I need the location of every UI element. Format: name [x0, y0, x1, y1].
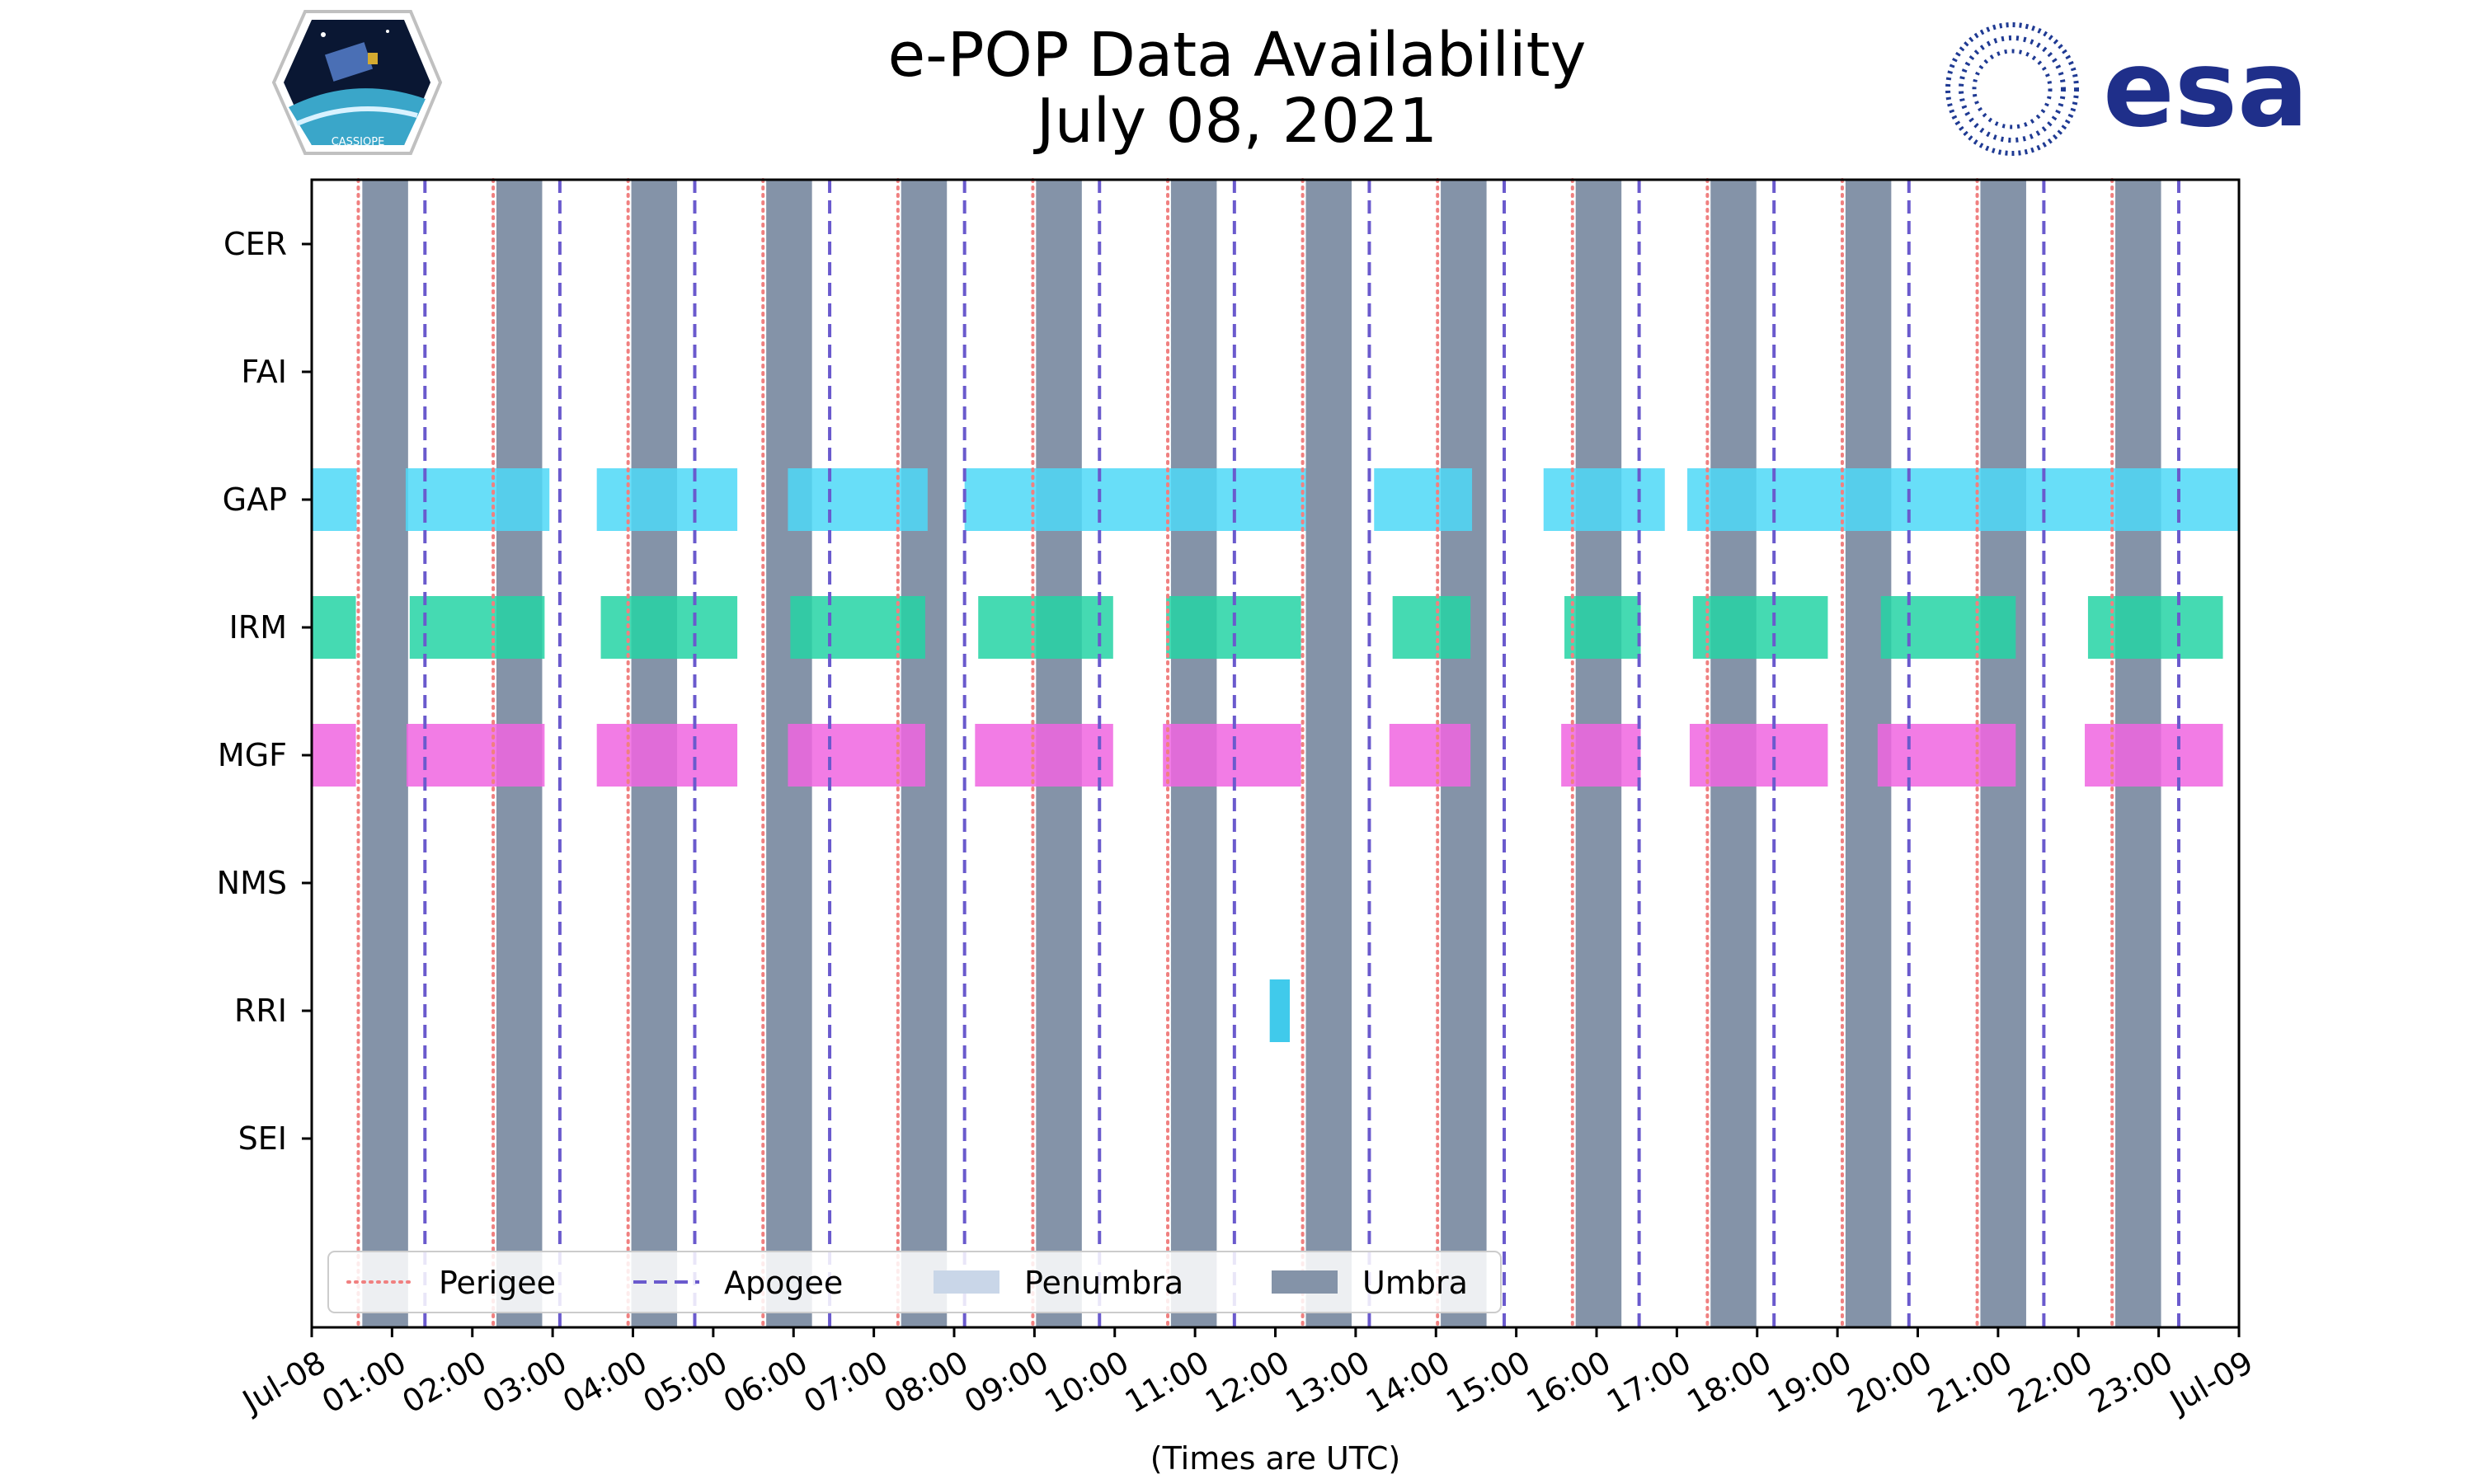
instrument-bars: [312, 468, 2239, 1042]
availability-bar-irm: [1564, 596, 1641, 659]
legend-swatch-umbra: [1272, 1270, 1338, 1294]
x-tick-label: 09:00: [958, 1344, 1055, 1421]
availability-bar-rri: [1269, 979, 1291, 1042]
x-tick-label: 04:00: [557, 1344, 653, 1421]
availability-bar-mgf: [975, 724, 1113, 787]
legend-swatch-penumbra: [934, 1270, 999, 1294]
availability-bar-irm: [600, 596, 738, 659]
x-tick-label: 22:00: [2002, 1344, 2099, 1421]
y-tick-label: NMS: [217, 865, 287, 901]
availability-bar-irm: [409, 596, 545, 659]
availability-bar-irm: [1880, 596, 2016, 659]
x-tick-label: 19:00: [1761, 1344, 1858, 1421]
y-tick-label: IRM: [229, 609, 287, 646]
esa-logo: esa: [1945, 22, 2308, 156]
availability-bar-irm: [790, 596, 925, 659]
availability-bar-mgf: [1689, 724, 1828, 787]
chart-title: e-POP Data Availability: [887, 20, 1587, 91]
availability-bar-mgf: [596, 724, 738, 787]
y-tick-label: GAP: [223, 481, 287, 518]
legend-label-penumbra: Penumbra: [1024, 1265, 1183, 1301]
legend-label-perigee: Perigee: [439, 1265, 556, 1301]
availability-bar-gap: [964, 468, 1306, 531]
availability-bar-gap: [788, 468, 928, 531]
x-tick-label: 11:00: [1119, 1344, 1216, 1421]
x-tick-label: 17:00: [1601, 1344, 1697, 1421]
x-tick-label: 20:00: [1841, 1344, 1938, 1421]
x-tick-label: 02:00: [396, 1344, 492, 1421]
x-axis-label: (Times are UTC): [1150, 1440, 1400, 1477]
umbra-band: [362, 180, 408, 1327]
y-tick-label: CER: [223, 226, 287, 262]
y-tick-label: MGF: [218, 737, 287, 773]
x-tick-label: 05:00: [637, 1344, 734, 1421]
availability-bar-gap: [312, 468, 357, 531]
availability-bar-mgf: [788, 724, 925, 787]
x-tick-label: 01:00: [316, 1344, 412, 1421]
chart-subtitle-date: July 08, 2021: [1036, 86, 1438, 157]
availability-bar-irm: [1166, 596, 1301, 659]
x-tick-label: 07:00: [797, 1344, 894, 1421]
legend-label-umbra: Umbra: [1362, 1265, 1468, 1301]
x-tick-label: 14:00: [1360, 1344, 1456, 1421]
x-tick-label: 13:00: [1280, 1344, 1376, 1421]
y-tick-label: SEI: [238, 1120, 287, 1157]
availability-bar-irm: [312, 596, 356, 659]
x-tick-label: 12:00: [1199, 1344, 1296, 1421]
x-tick-label: 18:00: [1681, 1344, 1777, 1421]
availability-bar-gap: [1374, 468, 1473, 531]
availability-bar-irm: [2087, 596, 2223, 659]
availability-bar-mgf: [1561, 724, 1641, 787]
legend-box: [327, 1251, 1502, 1313]
y-tick-label: RRI: [234, 993, 287, 1029]
esa-logo-text: esa: [2103, 28, 2308, 151]
x-tick-label: Jul-08: [235, 1344, 332, 1421]
x-tick-label: 03:00: [477, 1344, 573, 1421]
availability-bar-mgf: [2085, 724, 2223, 787]
availability-bar-gap: [596, 468, 738, 531]
umbra-band: [1305, 180, 1352, 1327]
x-tick-label: Jul-09: [2162, 1344, 2259, 1421]
availability-bar-mgf: [1389, 724, 1471, 787]
cassiope-logo-text: CASSIOPE: [332, 136, 385, 148]
availability-bar-mgf: [312, 724, 356, 787]
availability-bar-gap: [405, 468, 550, 531]
x-tick-label: 06:00: [717, 1344, 814, 1421]
availability-bar-irm: [1392, 596, 1471, 659]
availability-bar-gap: [1543, 468, 1665, 531]
orbit-markers: [356, 178, 2180, 1329]
y-tick-label: FAI: [241, 354, 287, 390]
cassiope-logo: CASSIOPE: [271, 10, 443, 155]
availability-bar-mgf: [406, 724, 545, 787]
x-tick-label: 23:00: [2082, 1344, 2179, 1421]
x-tick-label: 21:00: [1922, 1344, 2019, 1421]
availability-bar-mgf: [1163, 724, 1301, 787]
availability-bar-gap: [1687, 468, 2239, 531]
availability-bar-irm: [978, 596, 1113, 659]
legend: Perigee Apogee Penumbra Umbra: [327, 1251, 1502, 1313]
x-tick-label: 16:00: [1521, 1344, 1617, 1421]
availability-bar-irm: [1692, 596, 1828, 659]
availability-bar-mgf: [1877, 724, 2016, 787]
legend-label-apogee: Apogee: [724, 1265, 843, 1301]
x-tick-label: 08:00: [878, 1344, 975, 1421]
x-tick-label: 10:00: [1038, 1344, 1135, 1421]
x-tick-label: 15:00: [1440, 1344, 1536, 1421]
